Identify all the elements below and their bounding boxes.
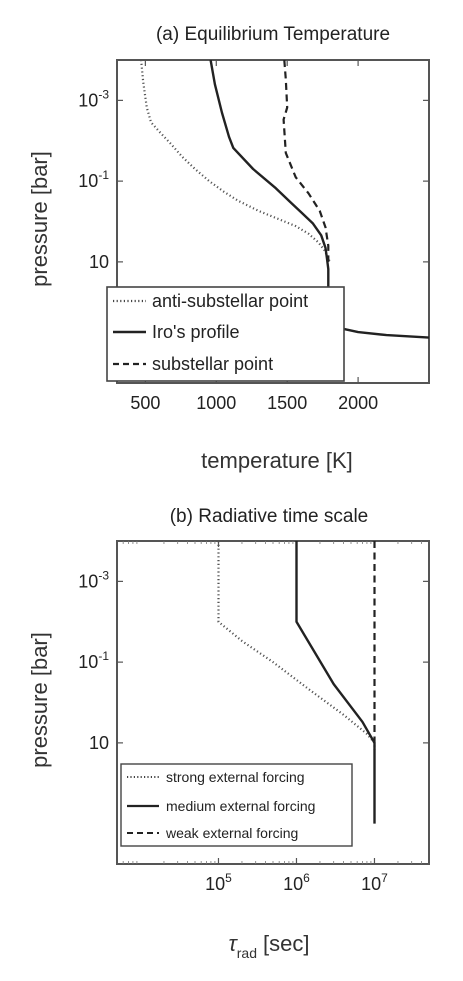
panel-b-x-tick-label: 105 (205, 871, 232, 894)
legend-label-substellar: substellar point (152, 354, 273, 374)
panel-a-y-tick-label: 10-3 (78, 87, 109, 110)
panel-a-series-substellar-point (282, 60, 330, 262)
panel-a-x-tick-label: 2000 (338, 393, 378, 413)
tau-subscript: rad (237, 945, 257, 961)
panel-b-y-axis-label: pressure [bar] (27, 632, 52, 768)
panel-b-y-tick-label: 10 (89, 733, 109, 753)
panel-a-x-tick-label: 1000 (196, 393, 236, 413)
panel-b-series-medium-external-forcing (295, 541, 376, 824)
panel-a-x-tick-label: 500 (130, 393, 160, 413)
tau-symbol: τ (229, 931, 239, 956)
legend-label-iros-profile: Iro's profile (152, 322, 239, 342)
panel-b-legend: strong external forcing medium external … (120, 763, 353, 847)
panel-b-y-tick-label: 10-1 (78, 649, 109, 672)
panel-b-legend-box (120, 763, 353, 847)
legend-label-strong-forcing: strong external forcing (166, 769, 305, 785)
panel-a-y-tick-label: 10-1 (78, 168, 109, 191)
panel-b-x-tick-label: 107 (361, 871, 388, 894)
tau-unit: [sec] (263, 931, 309, 956)
panel-a-legend: anti-substellar point Iro's profile subs… (106, 286, 345, 382)
panel-b-x-axis-label: τrad [sec] (229, 931, 310, 961)
panel-a-x-tick-label: 1500 (267, 393, 307, 413)
legend-label-medium-forcing: medium external forcing (166, 798, 315, 814)
panel-a-x-axis-label: temperature [K] (201, 448, 353, 473)
panel-b-ticks: 10-3 10-1 10 105 106 107 (78, 541, 429, 894)
panel-b-x-tick-label: 106 (283, 871, 310, 894)
panel-b-title: (b) Radiative time scale (170, 506, 369, 527)
panel-a-series-anti-substellar-point (140, 60, 331, 263)
panel-a-title: (a) Equilibrium Temperature (156, 24, 390, 45)
panel-b-series (217, 541, 376, 824)
legend-label-weak-forcing: weak external forcing (165, 825, 298, 841)
panel-a-y-axis-label: pressure [bar] (27, 151, 52, 287)
panel-a-legend-box (106, 286, 345, 382)
panel-a: (a) Equilibrium Temperature 10-3 10-1 10 50… (27, 24, 430, 473)
panel-a-y-tick-label: 10 (89, 252, 109, 272)
panel-b-y-tick-label: 10-3 (78, 568, 109, 591)
legend-label-anti-substellar: anti-substellar point (152, 291, 308, 311)
panel-a-ticks: 10-3 10-1 10 500 1000 1500 2000 (78, 60, 429, 413)
